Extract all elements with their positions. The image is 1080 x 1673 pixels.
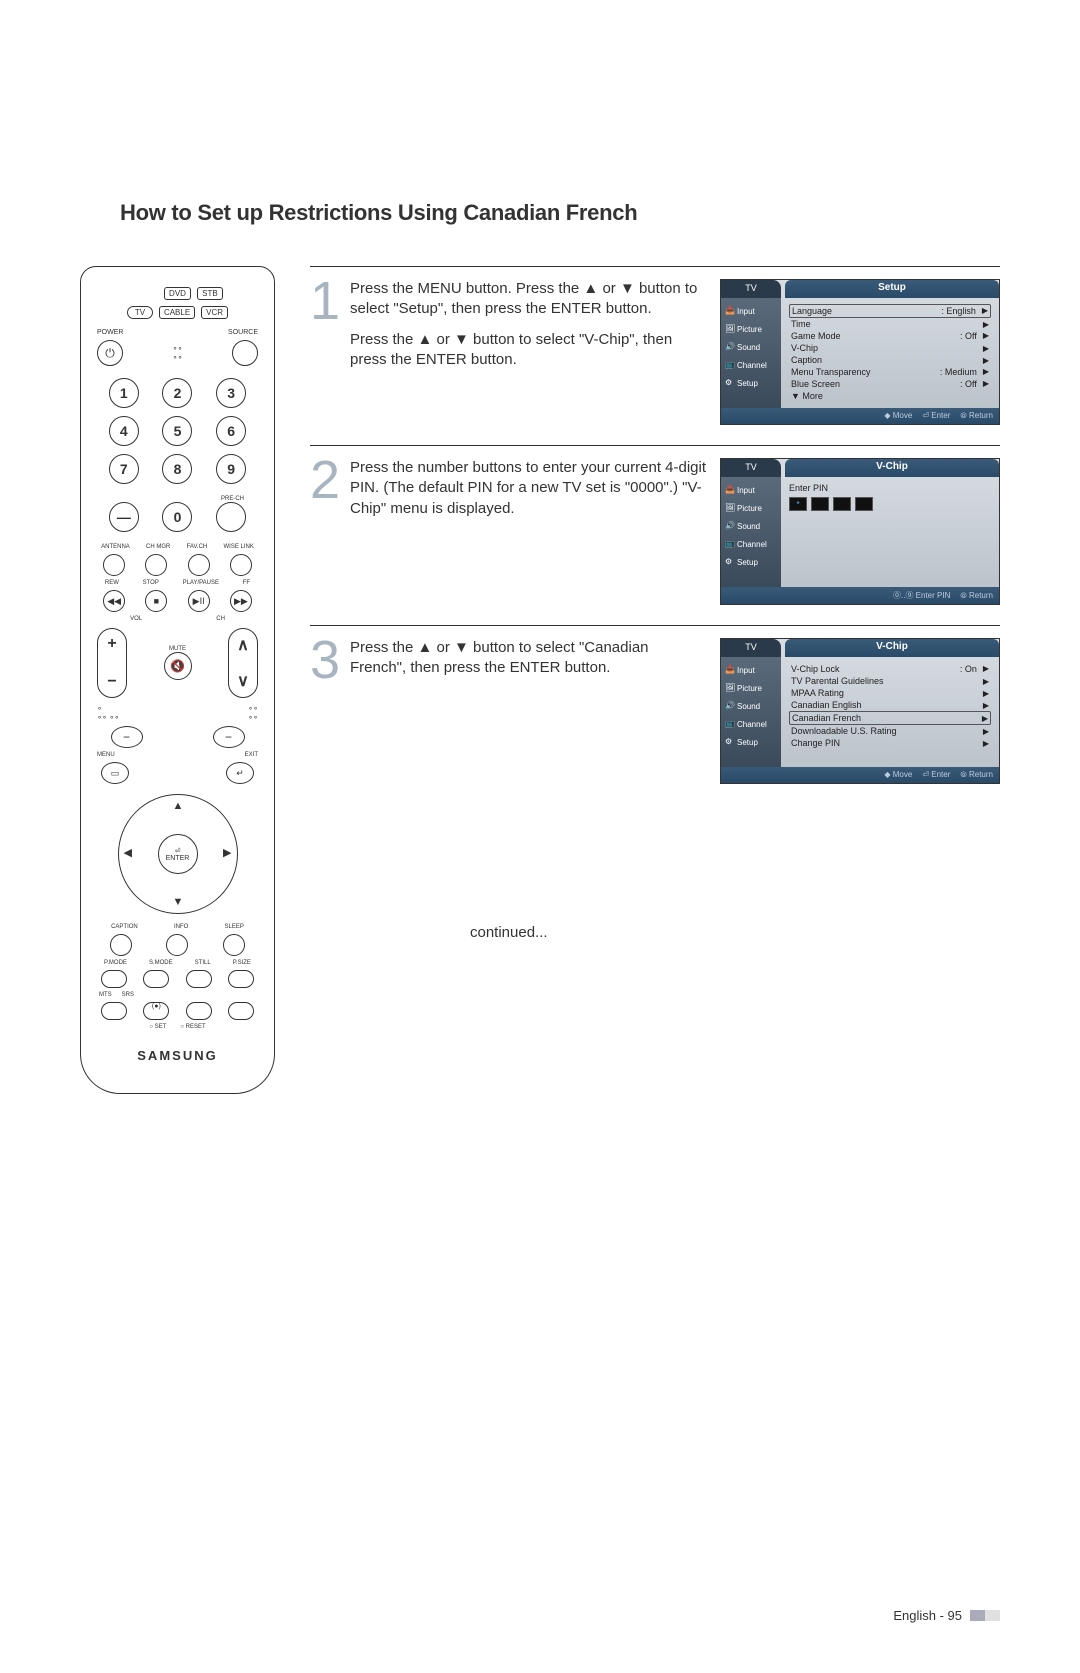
osd-title: V-Chip [785,459,999,477]
play-icon: ▶II [188,590,210,612]
rew-icon: ◀◀ [103,590,125,612]
osd-row: Menu Transparency: Medium▶ [789,366,991,378]
menu-icon: ▭ [101,762,129,784]
osd-nav-picture: 🖼Picture [723,499,779,517]
osd-nav-channel: 📺Channel [723,715,779,733]
pin-entry: * [789,497,991,511]
osd-row: MPAA Rating▶ [789,687,991,699]
osd-nav-channel: 📺Channel [723,356,779,374]
vcr-btn: VCR [201,306,228,319]
step-text: Press the ▲ or ▼ button to select "Canad… [350,638,720,784]
stop-icon: ■ [145,590,167,612]
osd-row: Canadian English▶ [789,699,991,711]
osd-row: Time▶ [789,318,991,330]
osd-nav-input: 📥Input [723,302,779,320]
osd-row: TV Parental Guidelines▶ [789,675,991,687]
osd-nav-picture: 🖼Picture [723,679,779,697]
number-pad: 1 2 3 4 5 6 7 8 9 [105,378,250,484]
step-number: 1 [310,279,350,425]
ch-rocker: ∧∨ [228,628,258,698]
osd-row: ▼ More [789,390,991,402]
step-number: 2 [310,458,350,605]
osd-title: Setup [785,280,999,298]
osd-nav-setup: ⚙Setup [723,733,779,751]
dpad: ▲ ▼ ◀ ▶ ⏎ENTER [118,794,238,914]
stb-btn: STB [197,287,223,300]
osd-nav-input: 📥Input [723,661,779,679]
continued-text: continued... [470,924,1000,941]
osd-row: Change PIN▶ [789,737,991,749]
ff-icon: ▶▶ [230,590,252,612]
osd-nav-sound: 🔊Sound [723,517,779,535]
osd-row: Downloadable U.S. Rating▶ [789,725,991,737]
exit-icon: ↵ [226,762,254,784]
step-text: Press the number buttons to enter your c… [350,458,720,605]
osd-nav-channel: 📺Channel [723,535,779,553]
osd-nav-picture: 🖼Picture [723,320,779,338]
osd-nav-setup: ⚙Setup [723,553,779,571]
source-label: SOURCE [228,329,258,336]
osd-nav-sound: 🔊Sound [723,338,779,356]
osd-nav-sound: 🔊Sound [723,697,779,715]
osd-screenshot: TVV-Chip📥Input🖼Picture🔊Sound📺Channel⚙Set… [720,638,1000,784]
step-2: 2Press the number buttons to enter your … [310,445,1000,605]
cable-btn: CABLE [159,306,195,319]
step-number: 3 [310,638,350,784]
osd-row: V-Chip Lock: On▶ [789,663,991,675]
step-3: 3Press the ▲ or ▼ button to select "Cana… [310,625,1000,784]
vol-rocker: +− [97,628,127,698]
page-title: How to Set up Restrictions Using Canadia… [120,200,1000,226]
osd-row: Canadian French▶ [789,711,991,725]
osd-nav-input: 📥Input [723,481,779,499]
osd-row: Game Mode: Off▶ [789,330,991,342]
tv-btn: TV [127,306,153,319]
power-icon: ⏻ [97,340,123,366]
footer-bar-icon [970,1610,1000,1621]
remote-illustration: DVD STB TV CABLE VCR POWER SOURCE ⏻ ∘∘∘∘ [80,266,275,1094]
osd-screenshot: TVSetup📥Input🖼Picture🔊Sound📺Channel⚙Setu… [720,279,1000,425]
osd-row: V-Chip▶ [789,342,991,354]
osd-title: V-Chip [785,639,999,657]
dvd-btn: DVD [164,287,191,300]
osd-row: Language: English▶ [789,304,991,318]
osd-nav-setup: ⚙Setup [723,374,779,392]
steps-list: 1Press the MENU button. Press the ▲ or ▼… [310,266,1000,1094]
osd-row: Blue Screen: Off▶ [789,378,991,390]
source-btn [232,340,258,366]
osd-footer: ⓪..⑨ Enter PIN⦾ Return [721,587,999,604]
step-1: 1Press the MENU button. Press the ▲ or ▼… [310,266,1000,425]
power-label: POWER [97,329,123,336]
mute-icon: 🔇 [164,652,192,680]
osd-screenshot: TVV-Chip📥Input🖼Picture🔊Sound📺Channel⚙Set… [720,458,1000,605]
antenna-row: ANTENNA CH MGR FAV.CH WISE LINK [93,544,262,550]
step-text: Press the MENU button. Press the ▲ or ▼ … [350,279,720,425]
osd-footer: ◆ Move⏎ Enter⦾ Return [721,408,999,424]
osd-footer: ◆ Move⏎ Enter⦾ Return [721,767,999,783]
page-footer: English - 95 [893,1608,1000,1623]
osd-row: Caption▶ [789,354,991,366]
brand-logo: SAMSUNG [93,1048,262,1063]
